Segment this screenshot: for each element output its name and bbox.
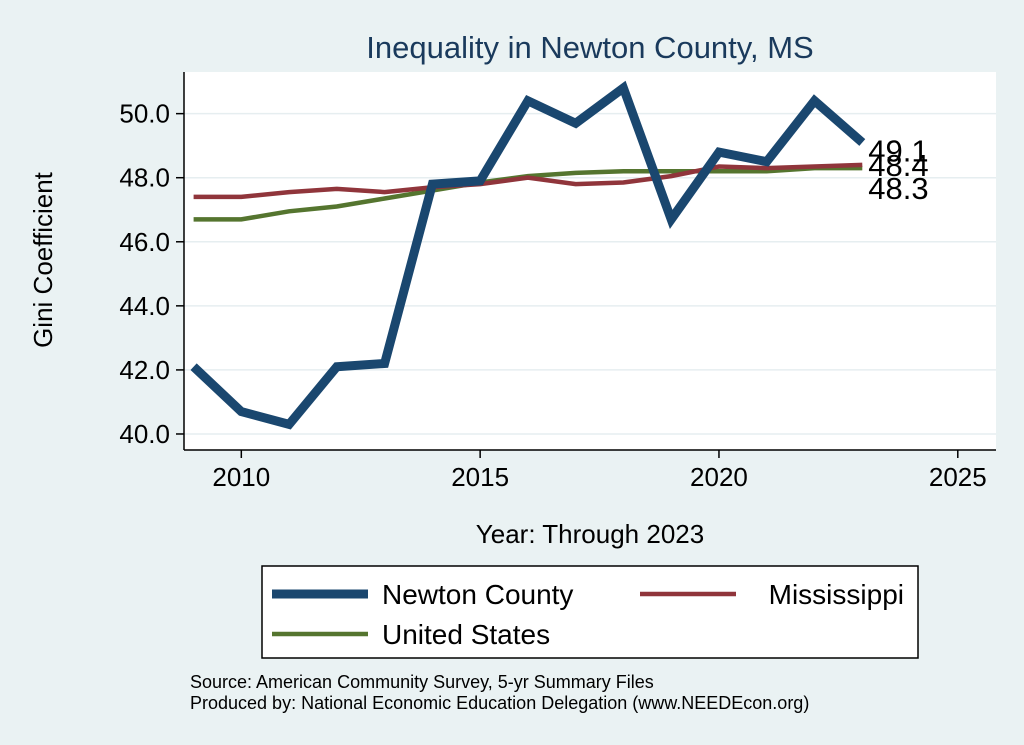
legend-box	[261, 565, 919, 659]
y-axis-title: Gini Coefficient	[28, 171, 58, 348]
axes	[176, 72, 996, 458]
y-tick-label: 40.0	[119, 419, 170, 449]
legend: Newton County Mississippi United States	[261, 565, 919, 659]
end-label-united-states: 48.3	[868, 171, 928, 206]
end-label-mississippi: 48.4	[868, 148, 928, 183]
plot-area	[184, 72, 996, 450]
series-line-mississippi	[193, 162, 863, 200]
series-line-newton-county	[190, 80, 866, 430]
legend-label-newton-county: Newton County	[382, 579, 573, 610]
series-lines	[190, 80, 866, 430]
chart-title: Inequality in Newton County, MS	[366, 30, 813, 65]
produced-note: Produced by: National Economic Education…	[190, 693, 809, 713]
source-note: Source: American Community Survey, 5-yr …	[190, 672, 654, 692]
legend-label-mississippi: Mississippi	[769, 579, 904, 610]
y-tick-label: 50.0	[119, 99, 170, 129]
y-tick-label: 46.0	[119, 227, 170, 257]
x-axis-title: Year: Through 2023	[476, 519, 704, 549]
x-tick-label: 2020	[690, 462, 748, 492]
y-tick-label: 44.0	[119, 291, 170, 321]
x-tick-label: 2010	[212, 462, 270, 492]
end-label-newton-county: 49.1	[868, 133, 928, 168]
tick-labels: 40.0 42.0 44.0 46.0 48.0 50.0 2010 2015 2020 2025	[119, 99, 986, 492]
y-tick-label: 42.0	[119, 355, 170, 385]
x-tick-label: 2025	[929, 462, 987, 492]
x-tick-label: 2015	[451, 462, 509, 492]
legend-label-united-states: United States	[382, 619, 550, 650]
end-labels: 49.148.448.3	[868, 133, 928, 206]
y-tick-label: 48.0	[119, 163, 170, 193]
